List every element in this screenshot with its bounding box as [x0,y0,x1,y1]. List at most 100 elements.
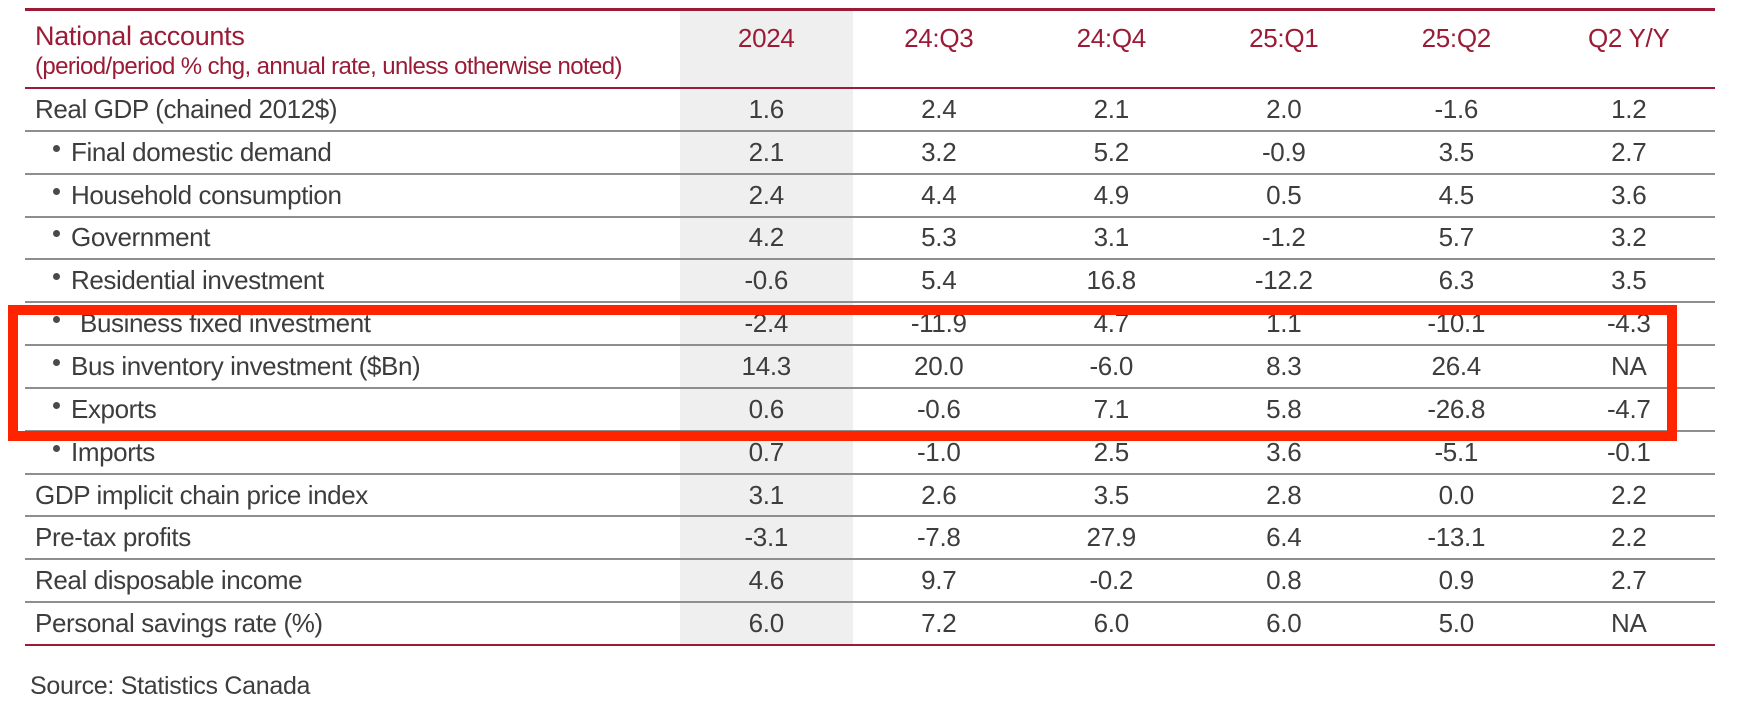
value-cell: 3.6 [1266,436,1302,467]
value-cell: 0.6 [680,388,853,430]
table-title-block: National accounts (period/period % chg, … [25,11,680,82]
value-cell: 1.2 [1611,93,1647,124]
value-cell: 5.7 [1438,222,1475,253]
table-row: Business fixed investment -2.4 -11.9 4.7 1.1… [25,303,1715,347]
bullet-icon [53,444,60,452]
value-cell: 20.0 [914,350,964,381]
row-label-cell: Residential investment [25,260,680,301]
value-cell: 0.0 [1438,479,1475,510]
row-label: Pre-tax profits [35,522,191,553]
table-row: Final domestic demand 2.1 3.2 5.2 -0.9 3.5 2.7 [25,131,1715,175]
bullet-icon [53,401,60,409]
value-cell: 3.6 [1611,179,1647,210]
value-cell: 2.1 [1093,93,1130,124]
bullet-icon [53,230,60,238]
value-cell: -7.8 [916,522,961,553]
value-cell: 6.0 [1093,608,1130,639]
value-cell: 2.4 [921,93,957,124]
value-cell: 3.1 [1093,222,1130,253]
value-cell: 2.1 [680,131,853,173]
value-cell: 5.8 [1266,393,1302,424]
value-cell: 0.9 [1438,565,1475,596]
value-cell: 4.5 [1438,179,1475,210]
row-label-cell: Imports [25,432,680,473]
value-cell: 2.2 [1611,479,1647,510]
value-cell: -0.2 [1089,565,1134,596]
bullet-icon [53,273,60,281]
table-row: Exports 0.6 -0.6 7.1 5.8 -26.8 -4.7 [25,388,1715,432]
value-cell: 8.3 [1266,350,1302,381]
value-cell: 6.4 [1266,522,1302,553]
value-cell: 7.2 [921,608,957,639]
source-note: Source: Statistics Canada [30,672,311,700]
row-label: GDP implicit chain price index [35,479,368,510]
row-label: Government [71,222,211,253]
value-cell: 4.9 [1093,179,1130,210]
value-cell: 3.2 [921,136,957,167]
value-cell: 5.4 [921,265,957,296]
value-cell: 0.7 [680,431,853,473]
row-label-cell: Business fixed investment [25,303,680,344]
value-cell: -4.7 [1606,393,1651,424]
table-row: Government 4.2 5.3 3.1 -1.2 5.7 3.2 [25,217,1715,261]
bullet-icon [53,187,60,195]
value-cell: 2.0 [1266,93,1302,124]
row-label: Real disposable income [35,565,303,596]
value-cell: NA [1610,608,1647,639]
value-cell: -0.6 [916,393,961,424]
table-row: GDP implicit chain price index 3.1 2.6 3.5 2… [25,474,1715,518]
value-cell: -6.0 [1089,350,1134,381]
table-row: Pre-tax profits -3.1 -7.8 27.9 6.4 -13.1 2.2 [25,517,1715,561]
value-cell: 16.8 [1086,265,1137,296]
table-row: Residential investment -0.6 5.4 16.8 -12.2 6.… [25,260,1715,304]
value-cell: -13.1 [1427,522,1486,553]
table-row: Bus inventory investment ($Bn) 14.3 20.0 -6… [25,346,1715,389]
row-label-cell: Pre-tax profits [25,517,680,558]
value-cell: 2.7 [1611,136,1647,167]
row-label: Personal savings rate (%) [35,608,323,639]
value-cell: -1.6 [1434,93,1479,124]
column-header-q2yy: Q2 Y/Y [1587,23,1670,53]
value-cell: 2.2 [1611,522,1647,553]
value-cell: 3.5 [1093,479,1130,510]
table-row: Personal savings rate (%) 6.0 7.2 6.0 6.0 5.0… [25,603,1715,646]
row-label: Business fixed investment [80,308,371,339]
column-header-24q4: 24:Q4 [1076,23,1147,53]
column-header-24q3: 24:Q3 [904,23,974,53]
value-cell: -26.8 [1427,393,1486,424]
row-label: Bus inventory investment ($Bn) [71,350,421,381]
row-label-cell: Final domestic demand [25,132,680,173]
table-body: Real GDP (chained 2012$) 1.6 2.4 2.1 2.0 -1.6… [25,89,1715,646]
value-cell: 1.1 [1266,308,1302,339]
value-cell: 6.0 [680,603,853,644]
value-cell: 14.3 [680,346,853,387]
column-header-2024: 2024 [680,11,853,87]
row-label: Residential investment [71,265,324,296]
row-label-cell: Personal savings rate (%) [25,603,680,644]
column-header-25q1: 25:Q1 [1249,23,1319,53]
value-cell: -1.2 [1261,222,1306,253]
value-cell: 6.0 [1266,608,1302,639]
table-row: Real GDP (chained 2012$) 1.6 2.4 2.1 2.0 -1.6… [25,89,1715,132]
row-label-cell: Government [25,218,680,259]
value-cell: 2.4 [680,174,853,216]
table-title-cell: National accounts (period/period % chg, … [25,11,680,87]
value-cell: -0.9 [1261,136,1306,167]
row-label: Household consumption [71,179,342,210]
value-cell: -1.0 [916,436,961,467]
row-label-cell: Real GDP (chained 2012$) [25,89,680,130]
row-label-cell: Real disposable income [25,560,680,601]
value-cell: 2.5 [1093,436,1130,467]
value-cell: -10.1 [1427,308,1486,339]
value-cell: 7.1 [1093,393,1130,424]
value-cell: 2.8 [1266,479,1302,510]
bullet-icon [53,358,60,366]
value-cell: 0.8 [1266,565,1302,596]
value-cell: 5.0 [1438,608,1475,639]
row-label: Real GDP (chained 2012$) [35,93,338,124]
table-title: National accounts [35,21,245,51]
value-cell: 26.4 [1431,350,1482,381]
value-cell: 2.6 [921,479,957,510]
table-row: Household consumption 2.4 4.4 4.9 0.5 4.5 3.6 [25,174,1715,218]
